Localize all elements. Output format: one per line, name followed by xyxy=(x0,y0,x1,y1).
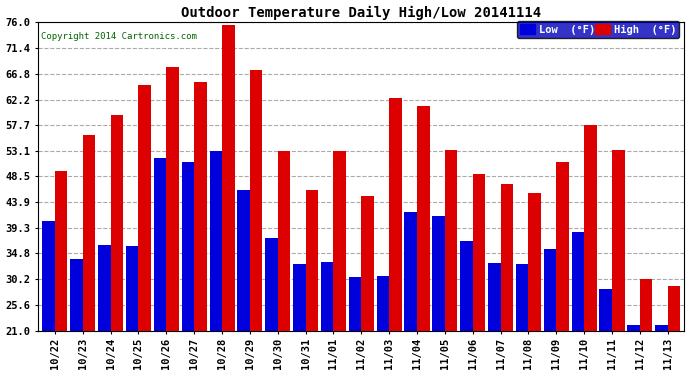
Bar xyxy=(501,184,513,330)
Legend: Low  (°F), High  (°F): Low (°F), High (°F) xyxy=(517,21,679,38)
Bar xyxy=(640,279,653,330)
Bar xyxy=(194,82,207,330)
Bar xyxy=(584,125,597,330)
Bar xyxy=(154,158,166,330)
Bar xyxy=(556,162,569,330)
Bar xyxy=(306,190,318,330)
Bar xyxy=(237,190,250,330)
Bar xyxy=(222,25,235,330)
Bar xyxy=(166,67,179,330)
Bar xyxy=(445,150,457,330)
Bar xyxy=(460,241,473,330)
Bar xyxy=(348,277,362,330)
Bar xyxy=(278,151,290,330)
Bar xyxy=(362,196,374,330)
Bar xyxy=(321,262,333,330)
Bar xyxy=(544,249,556,330)
Bar xyxy=(250,70,262,330)
Bar xyxy=(210,151,222,330)
Bar xyxy=(389,98,402,330)
Bar xyxy=(668,286,680,330)
Bar xyxy=(433,216,445,330)
Bar xyxy=(377,276,389,330)
Bar xyxy=(627,325,640,330)
Bar xyxy=(126,246,139,330)
Bar xyxy=(529,193,541,330)
Bar xyxy=(139,85,151,330)
Bar xyxy=(265,238,278,330)
Bar xyxy=(473,174,485,330)
Bar xyxy=(181,162,194,330)
Title: Outdoor Temperature Daily High/Low 20141114: Outdoor Temperature Daily High/Low 20141… xyxy=(181,6,542,20)
Bar xyxy=(110,115,123,330)
Bar xyxy=(516,264,529,330)
Bar xyxy=(42,221,55,330)
Bar xyxy=(70,259,83,330)
Bar xyxy=(404,212,417,330)
Bar xyxy=(333,151,346,330)
Bar xyxy=(656,325,668,330)
Bar xyxy=(600,288,612,330)
Bar xyxy=(83,135,95,330)
Bar xyxy=(55,171,68,330)
Bar xyxy=(571,232,584,330)
Text: Copyright 2014 Cartronics.com: Copyright 2014 Cartronics.com xyxy=(41,32,197,40)
Bar xyxy=(488,263,501,330)
Bar xyxy=(293,264,306,330)
Bar xyxy=(98,245,110,330)
Bar xyxy=(417,106,430,330)
Bar xyxy=(612,150,624,330)
